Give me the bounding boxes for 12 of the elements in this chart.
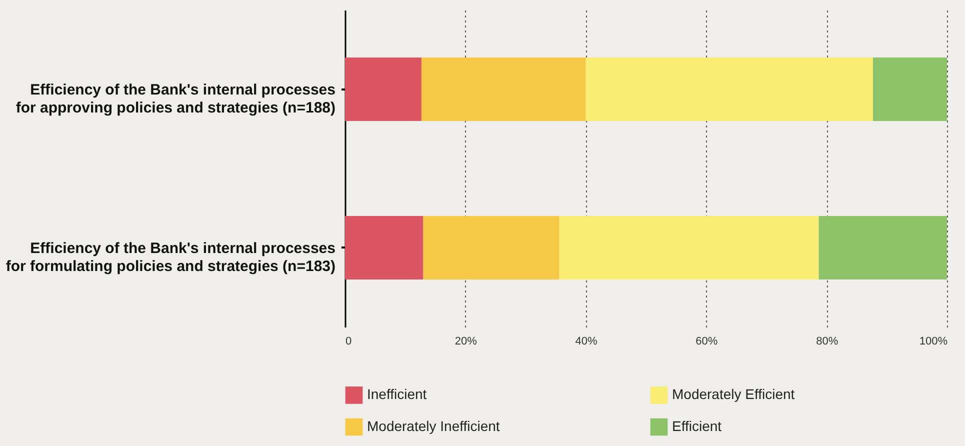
y-tick-label: Efficiency of the Bank's internal processes for approving policies and strategies (n=188)	[16, 81, 336, 116]
legend-label: Moderately Efficient	[672, 386, 795, 402]
legend-label: Moderately Inefficient	[367, 418, 500, 434]
x-tick-label: 100%	[919, 336, 948, 348]
x-tick-label: 20%	[454, 336, 478, 348]
legend-label: Inefficient	[367, 386, 427, 402]
legend-label: Efficient	[672, 418, 722, 434]
x-tick-label: 40%	[575, 336, 598, 348]
x-tick-label: 0	[346, 336, 352, 348]
y-tick-label: Efficiency of the Bank's internal processes for formulating policies and strategies (n=183)	[6, 240, 336, 275]
x-tick-label: 80%	[816, 336, 838, 348]
x-tick-label: 60%	[696, 336, 718, 348]
